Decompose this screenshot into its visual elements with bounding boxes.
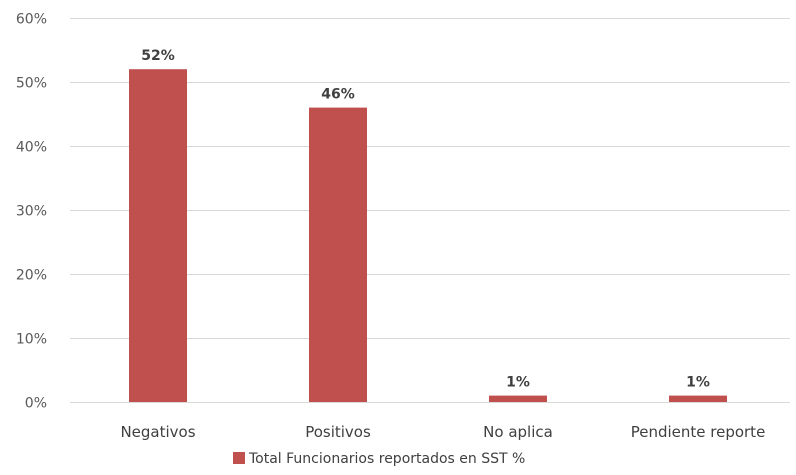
category-label: No aplica [483,423,553,441]
y-tick-label: 10% [16,332,47,348]
data-label: 1% [686,375,710,391]
y-tick-label: 40% [16,140,47,156]
y-tick-label: 60% [16,12,47,28]
y-tick-label: 20% [16,268,47,284]
bars [129,69,727,402]
category-label: Positivos [305,423,371,441]
category-label: Negativos [120,423,195,441]
legend: Total Funcionarios reportados en SST % [233,451,525,467]
gridlines [70,18,790,403]
data-label: 52% [141,48,175,64]
category-label: Pendiente reporte [631,423,766,441]
bar [669,395,727,402]
legend-swatch [233,452,245,464]
bar [129,69,187,402]
y-tick-label: 30% [16,204,47,220]
legend-label: Total Funcionarios reportados en SST % [248,451,525,467]
data-labels: 52% 46% 1% 1% [141,48,710,390]
data-label: 1% [506,375,530,391]
bar [309,107,367,402]
bar [489,395,547,402]
y-tick-label: 0% [25,396,47,412]
data-label: 46% [321,87,355,103]
x-axis-category-labels: Negativos Positivos No aplica Pendiente rep… [120,423,765,441]
y-tick-label: 50% [16,76,47,92]
y-axis-tick-labels: 0% 10% 20% 30% 40% 50% 60% [16,12,47,412]
